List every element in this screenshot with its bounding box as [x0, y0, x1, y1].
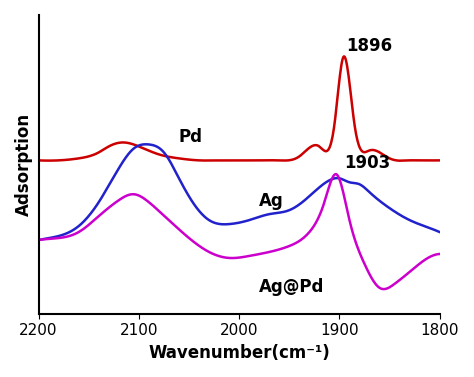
Text: Pd: Pd: [179, 129, 203, 146]
Text: Ag: Ag: [259, 192, 284, 210]
Text: 1896: 1896: [346, 37, 392, 55]
Text: Ag@Pd: Ag@Pd: [259, 278, 325, 296]
Text: 1903: 1903: [345, 154, 391, 172]
X-axis label: Wavenumber(cm⁻¹): Wavenumber(cm⁻¹): [148, 344, 330, 362]
Y-axis label: Adsorption: Adsorption: [15, 113, 33, 216]
